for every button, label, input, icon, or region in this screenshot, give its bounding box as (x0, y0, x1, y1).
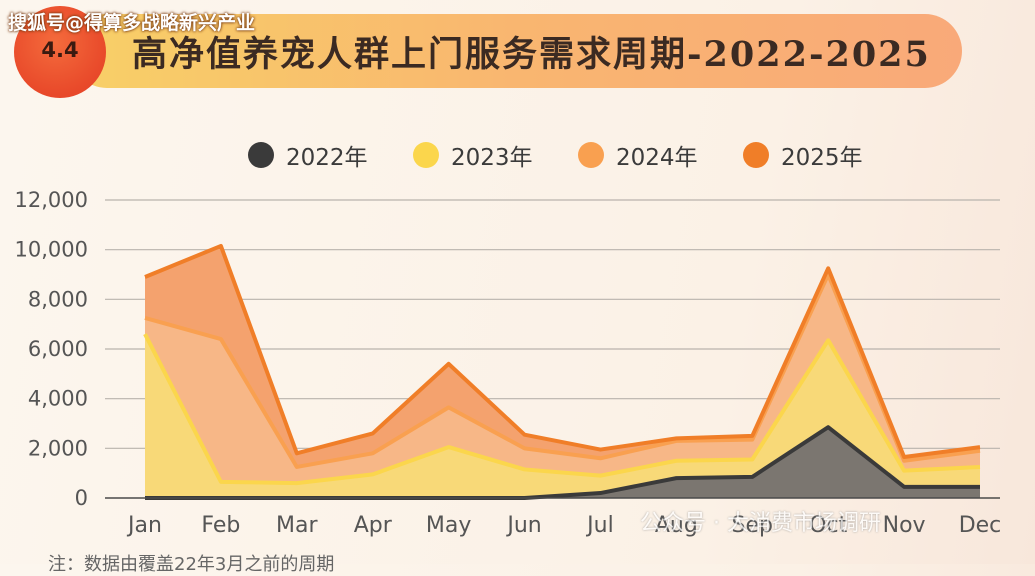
legend-swatch-2 (578, 142, 604, 168)
title-bar (70, 14, 962, 88)
legend-label-2: 2024年 (616, 145, 698, 171)
line-series-1 (143, 333, 981, 486)
x-tick-label-mar: Mar (276, 513, 318, 538)
wechat-watermark: 公众号 · 大消费市场调研 (640, 511, 881, 536)
legend: 2022年 2023年 2024年 2025年 (0, 138, 1035, 174)
legend-label-0: 2022年 (286, 145, 368, 171)
section-number: 4.4 (41, 38, 79, 62)
line-series-3 (144, 243, 981, 460)
source-watermark: 搜狐号@得算多战略新兴产业 (8, 12, 256, 34)
legend-item-1: 2023年 (413, 138, 533, 172)
x-tick-label-dec: Dec (959, 513, 1002, 538)
x-tick-label-apr: Apr (354, 513, 393, 538)
y-tick-label-0: 0 (75, 486, 88, 510)
x-tick-label-jan: Jan (126, 513, 162, 538)
legend-swatch-1 (413, 142, 439, 168)
x-tick-label-jul: Jul (585, 513, 614, 538)
area-series-2 (145, 274, 980, 484)
area-chart: 0 2,000 4,000 6,000 8,000 10,000 12,000 Jan Feb M… (15, 188, 1002, 538)
footnote: 注：数据由覆盖22年3月之前的周期 (48, 554, 335, 575)
legend-swatch-3 (743, 142, 769, 168)
y-tick-label-6000: 6,000 (28, 337, 88, 361)
legend-item-3: 2025年 (743, 138, 863, 172)
y-tick-label-10000: 10,000 (15, 238, 88, 262)
area-series-1 (145, 334, 980, 498)
line-series-2 (144, 272, 981, 469)
area-series-0 (145, 427, 980, 498)
x-tick-label-sep: Sep (732, 513, 773, 538)
x-tick-label-may: May (426, 513, 471, 538)
x-tick-label-aug: Aug (655, 513, 698, 538)
x-tick-label-jun: Jun (505, 513, 541, 538)
y-tick-label-4000: 4,000 (28, 387, 88, 411)
chart-title: 高净值养宠人群上门服务需求周期-2022-2025 (132, 34, 931, 75)
legend-item-2: 2024年 (578, 138, 698, 172)
legend-label-3: 2025年 (781, 145, 863, 171)
x-tick-label-oct: Oct (809, 513, 847, 538)
legend-item-0: 2022年 (248, 138, 368, 172)
y-tick-label-8000: 8,000 (28, 287, 88, 311)
legend-swatch-0 (248, 142, 274, 168)
x-tick-label-feb: Feb (201, 513, 240, 538)
legend-label-1: 2023年 (451, 145, 533, 171)
x-tick-label-nov: Nov (883, 513, 926, 538)
y-tick-label-2000: 2,000 (28, 436, 88, 460)
y-tick-label-12000: 12,000 (15, 188, 88, 212)
section-badge: 4.4 (14, 6, 106, 98)
